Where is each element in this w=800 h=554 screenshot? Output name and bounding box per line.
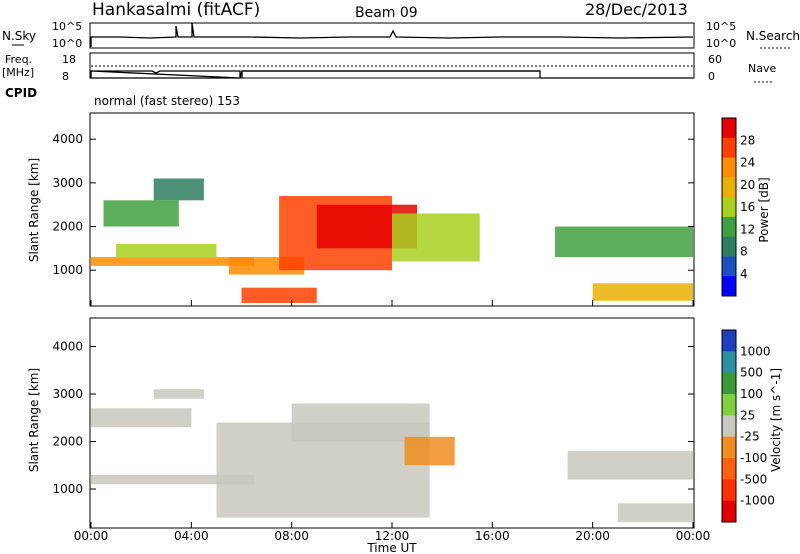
velocity-patch-0 xyxy=(91,474,255,485)
power-patch-2 xyxy=(153,178,204,201)
power-cbar-frame xyxy=(721,117,737,297)
power-cbar-swatch-6 xyxy=(722,236,736,257)
velocity-ylabel: Slant Range [km] xyxy=(27,368,41,472)
power-ytick-label-0: 4000 xyxy=(52,132,83,146)
power-cbar-swatch-5 xyxy=(722,216,736,238)
velocity-cbar-swatch-8 xyxy=(722,500,736,523)
velocity-cbar-tick-5: -100 xyxy=(740,451,767,465)
noise-right-label: N.Search xyxy=(746,29,800,43)
power-patch-0 xyxy=(91,257,255,266)
power-cbar-swatch-4 xyxy=(722,197,736,218)
velocity-cbar-tick-3: 25 xyxy=(740,408,755,422)
power-cbar-swatch-1 xyxy=(722,137,736,159)
power-patch-10 xyxy=(592,283,693,301)
xtick-label-2: 08:00 xyxy=(274,529,309,543)
power-patch-1 xyxy=(116,243,217,258)
power-patch-8 xyxy=(392,213,480,262)
power-cbar-tick-4: 12 xyxy=(740,222,755,236)
velocity-cbar-swatch-3 xyxy=(722,394,736,416)
freq-nave-trace xyxy=(241,70,540,78)
freq-left-label-1: Freq. xyxy=(5,53,32,66)
power-cbar-tick-6: 4 xyxy=(740,267,748,281)
noise-tick-left-bottom: 10^0 xyxy=(52,37,82,50)
power-cbar-tick-1: 24 xyxy=(740,156,755,170)
velocity-patch-2 xyxy=(153,389,204,399)
xtick-label-4: 16:00 xyxy=(475,529,510,543)
velocity-cbar-swatch-1 xyxy=(722,351,736,374)
noise-tick-right-top: 10^5 xyxy=(706,20,736,33)
freq-tick-right-top: 60 xyxy=(708,53,722,66)
freq-solid-trace xyxy=(90,70,693,79)
freq-panel-frame xyxy=(89,52,695,79)
noise-tick-left-top: 10^5 xyxy=(52,20,82,33)
freq-left-label-2: [MHz] xyxy=(2,66,34,79)
velocity-patch-7 xyxy=(617,503,693,523)
power-patch-5 xyxy=(241,287,317,303)
velocity-cbar-tick-6: -500 xyxy=(740,472,767,486)
velocity-patch-5 xyxy=(404,436,455,466)
power-colorbar: 28 24 20 16 12 8 4 Power [dB] xyxy=(721,117,771,297)
xtick-label-5: 20:00 xyxy=(575,529,610,543)
power-cbar-swatch-7 xyxy=(722,256,736,277)
power-ylabel: Slant Range [km] xyxy=(27,158,41,262)
velocity-cbar-swatch-6 xyxy=(722,458,736,480)
power-cbar-swatch-0 xyxy=(722,118,736,139)
velocity-cbar-swatch-4 xyxy=(722,415,736,438)
xtick-label-1: 04:00 xyxy=(174,529,209,543)
power-cbar-swatch-8 xyxy=(722,276,736,297)
power-heatmap-panel: 4000 3000 2000 1000 Slant Range [km] xyxy=(27,112,695,307)
xaxis-label: Time UT xyxy=(366,541,417,554)
power-cbar-label: Power [dB] xyxy=(757,177,771,242)
noise-sky-trace xyxy=(90,22,694,47)
power-patch-9 xyxy=(555,226,693,258)
noise-tick-right-bottom: 10^0 xyxy=(706,37,736,50)
freq-right-label: Nave xyxy=(748,62,776,75)
noise-left-label: N.Sky xyxy=(2,29,36,43)
power-cbar-swatch-2 xyxy=(722,157,736,178)
freq-tick-left-bottom: 8 xyxy=(62,70,69,83)
velocity-patch-6 xyxy=(567,451,693,480)
velocity-ytick-label-2: 2000 xyxy=(52,435,83,449)
xtick-label-0: 00:00 xyxy=(74,529,109,543)
power-patch-3 xyxy=(103,200,179,227)
velocity-cbar-tick-4: -25 xyxy=(740,430,760,444)
velocity-colorbar: 1000 500 100 25 -25 -100 -500 -1000 Velocity [m… xyxy=(721,329,783,523)
velocity-cbar-label: Velocity [m s^-1] xyxy=(769,368,783,472)
power-cbar-tick-5: 8 xyxy=(740,245,748,259)
freq-tick-right-bottom: 0 xyxy=(708,70,715,83)
xtick-label-6: 00:00 xyxy=(676,529,711,543)
velocity-cbar-swatch-7 xyxy=(722,479,736,502)
power-cbar-tick-0: 28 xyxy=(740,133,755,147)
velocity-cbar-frame xyxy=(721,329,737,523)
cpid-label: CPID xyxy=(5,86,37,100)
velocity-ytick-label-1: 3000 xyxy=(52,387,83,401)
cpid-value: normal (fast stereo) 153 xyxy=(94,94,240,108)
power-cbar-tick-2: 20 xyxy=(740,178,755,192)
power-ytick-label-3: 1000 xyxy=(52,263,83,277)
velocity-cbar-swatch-0 xyxy=(722,330,736,352)
velocity-heatmap-panel: 4000 3000 2000 1000 Slant Range [km] xyxy=(27,317,695,529)
velocity-patch-4 xyxy=(291,403,430,442)
beam-title: Beam 09 xyxy=(355,5,418,21)
velocity-cbar-swatch-2 xyxy=(722,372,736,395)
velocity-cbar-tick-7: -1000 xyxy=(740,494,775,508)
date-title: 28/Dec/2013 xyxy=(585,0,688,19)
freq-tick-left-top: 18 xyxy=(62,53,76,66)
power-ytick-label-2: 2000 xyxy=(52,220,83,234)
velocity-cbar-tick-0: 1000 xyxy=(740,344,771,358)
noise-panel-frame xyxy=(89,22,695,49)
velocity-patch-1 xyxy=(91,408,192,428)
power-cbar-tick-3: 16 xyxy=(740,200,755,214)
velocity-cbar-swatch-5 xyxy=(722,436,736,459)
xtick-label-3: 12:00 xyxy=(375,529,410,543)
velocity-ytick-label-3: 1000 xyxy=(52,482,83,496)
velocity-ytick-label-0: 4000 xyxy=(52,340,83,354)
station-title: Hankasalmi (fitACF) xyxy=(92,0,260,20)
power-ytick-label-1: 3000 xyxy=(52,176,83,190)
velocity-cbar-tick-1: 500 xyxy=(740,366,763,380)
power-cbar-swatch-3 xyxy=(722,177,736,198)
velocity-cbar-tick-2: 100 xyxy=(740,387,763,401)
